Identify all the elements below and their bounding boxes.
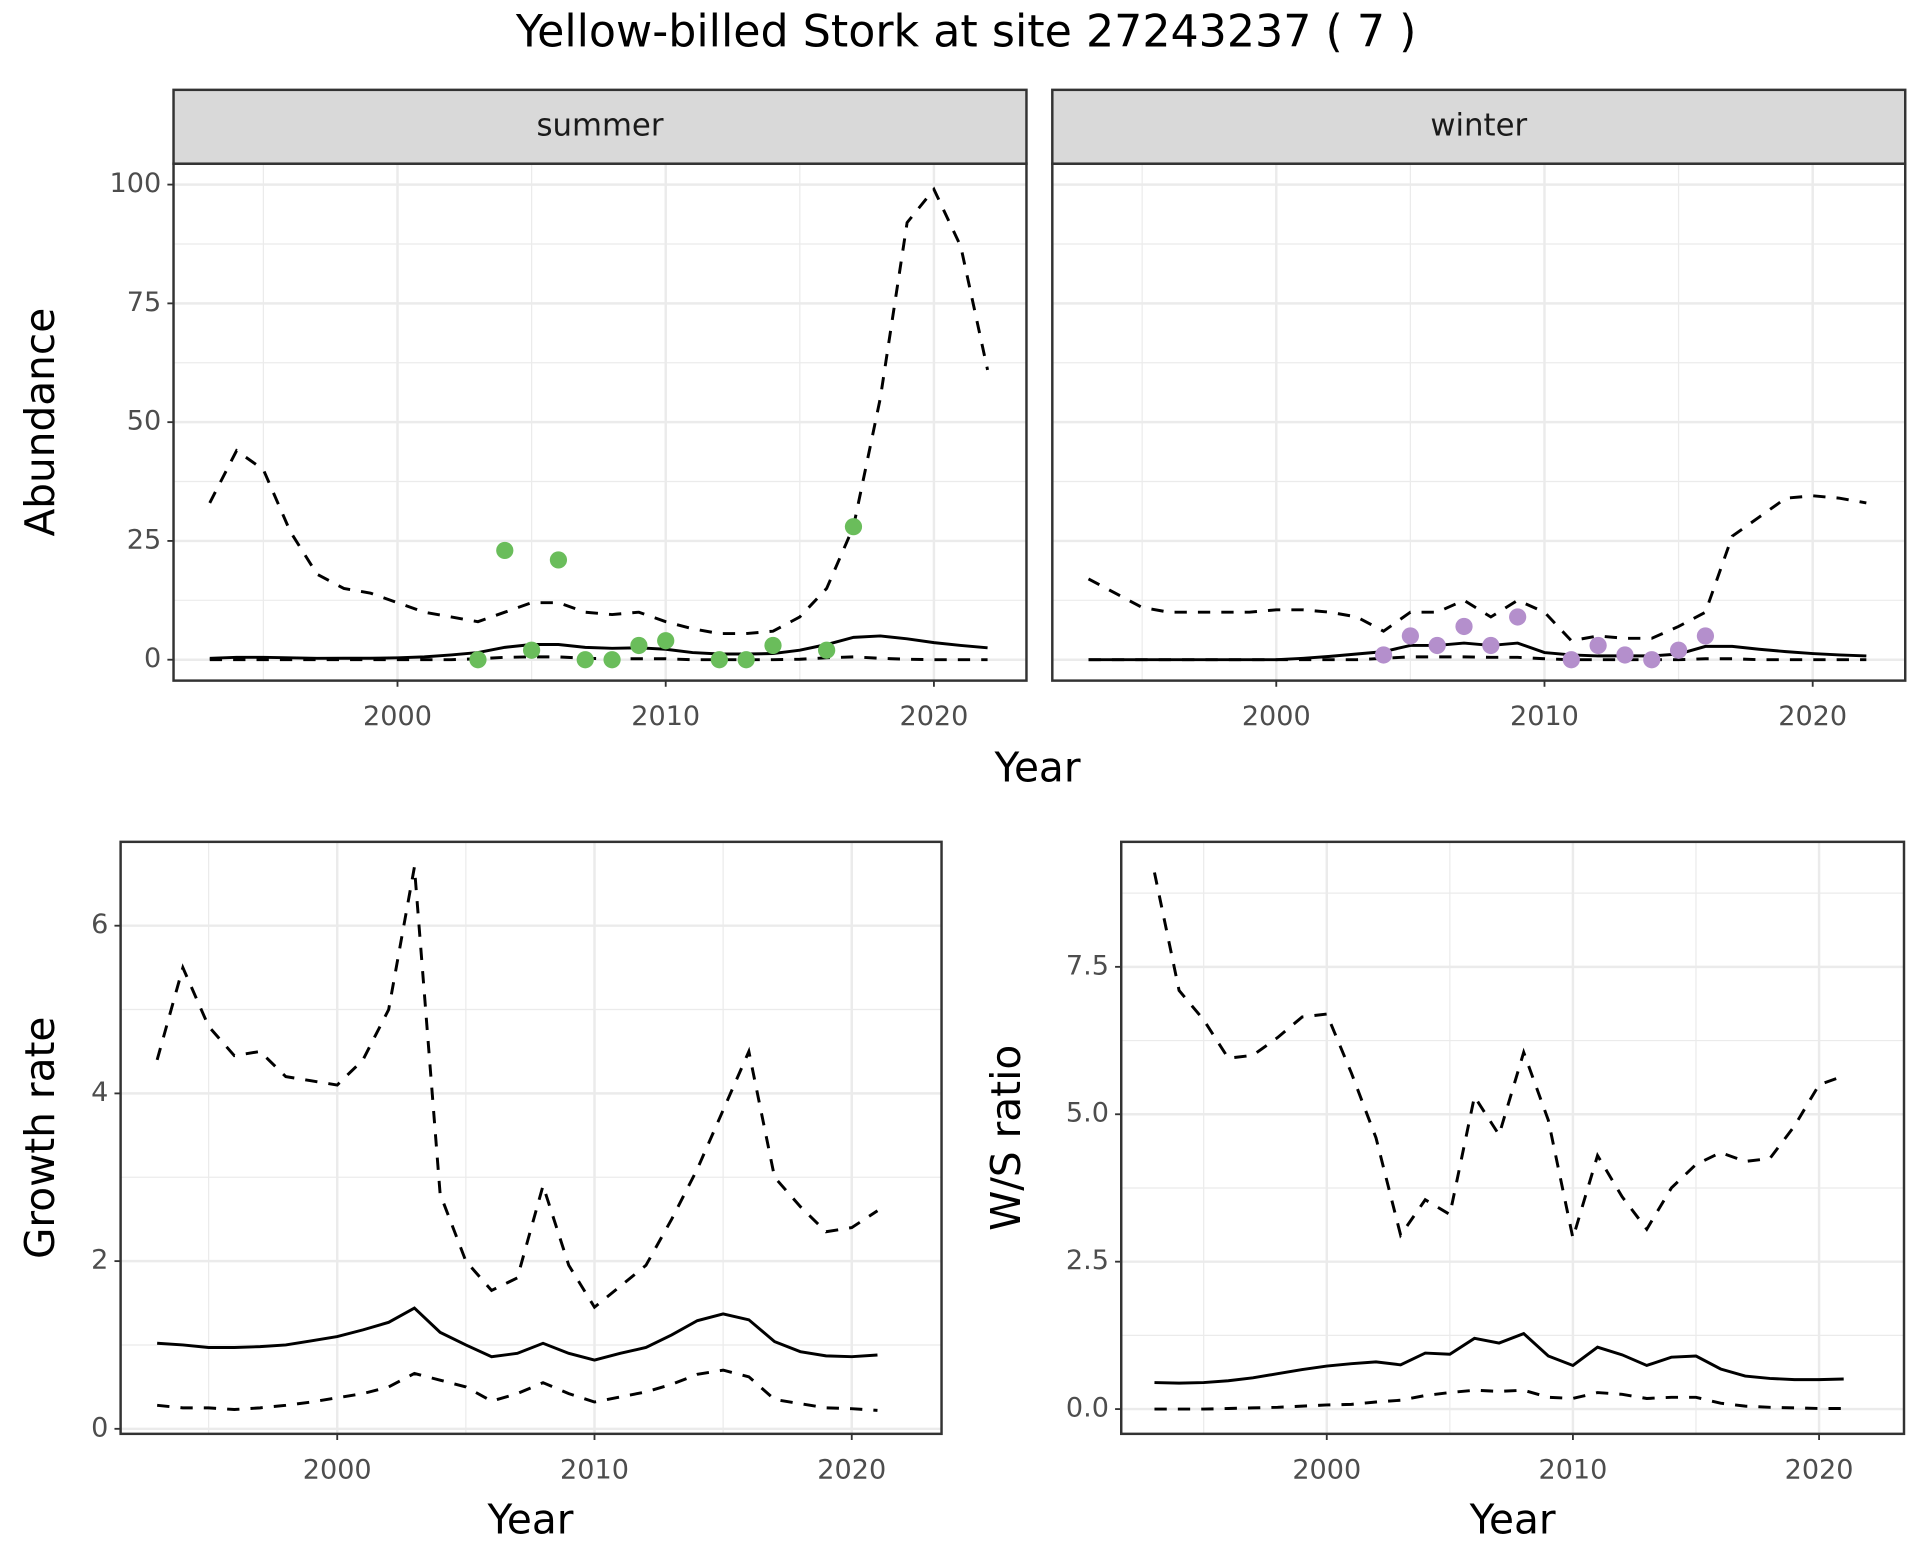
point xyxy=(1643,651,1661,669)
panel: 2000 2010 2020 0 2 4 6 Year Growth rate xyxy=(16,840,943,1543)
line xyxy=(1153,872,1845,1239)
y-axis-label: W/S ratio xyxy=(982,1045,1030,1231)
facet-strip xyxy=(172,88,1028,165)
y-axis-label: Growth rate xyxy=(16,1017,64,1259)
panel: 2000 2010 2020 0.0 2.5 5.0 7.5 Year W/S ratio xyxy=(982,840,1906,1543)
panel-border xyxy=(1120,840,1906,1436)
point xyxy=(818,641,836,659)
x-axis-label: Year xyxy=(486,1495,573,1543)
point xyxy=(549,551,568,569)
point xyxy=(1401,627,1419,645)
point xyxy=(1509,608,1527,626)
point xyxy=(496,541,514,560)
line xyxy=(209,634,988,660)
x-tick-label: 2010 xyxy=(1538,1454,1607,1485)
x-tick-label: 2020 xyxy=(1785,1454,1854,1485)
point xyxy=(1455,617,1473,636)
figure-title: Yellow-billed Stork at site 27243237 ( 7… xyxy=(515,6,1417,57)
facet-label: winter xyxy=(1430,107,1527,143)
y-tick-label: 6 xyxy=(91,909,108,940)
panel-border xyxy=(119,840,943,1436)
point xyxy=(1696,627,1715,645)
x-tick-label: 2010 xyxy=(631,701,700,732)
x-axis-label: Year xyxy=(994,743,1081,791)
point xyxy=(469,651,487,669)
y-tick-label: 50 xyxy=(127,406,161,437)
y-tick-label: 2.5 xyxy=(1066,1245,1109,1276)
x-tick-label: 2020 xyxy=(899,701,968,732)
point xyxy=(522,641,541,659)
line xyxy=(1087,494,1867,643)
y-tick-label: 0 xyxy=(91,1412,108,1443)
y-tick-label: 100 xyxy=(110,168,162,199)
line xyxy=(157,1306,878,1362)
point xyxy=(1616,646,1634,664)
y-tick-label: 0 xyxy=(144,643,161,674)
x-axis-label: Year xyxy=(1469,1495,1556,1543)
line xyxy=(1088,641,1867,662)
y-tick-label: 2 xyxy=(91,1245,108,1276)
point xyxy=(1589,636,1607,655)
x-tick-label: 2000 xyxy=(1292,1454,1361,1485)
point xyxy=(576,651,594,669)
line xyxy=(155,866,879,1310)
point xyxy=(764,636,782,655)
y-tick-label: 0.0 xyxy=(1066,1393,1109,1424)
point xyxy=(630,636,648,655)
y-tick-label: 25 xyxy=(127,524,161,555)
line xyxy=(1154,1331,1844,1385)
facet-label: summer xyxy=(537,107,664,143)
y-tick-label: 7.5 xyxy=(1066,950,1109,981)
x-tick-label: 2000 xyxy=(363,701,432,732)
point xyxy=(603,651,621,669)
panel: 2000 2010 2020 winter xyxy=(1051,88,1907,732)
point xyxy=(1428,636,1446,655)
line xyxy=(208,186,990,636)
x-tick-label: 2020 xyxy=(1778,701,1847,732)
line xyxy=(157,1368,878,1412)
y-tick-label: 4 xyxy=(91,1077,108,1108)
panel: 2000 2010 2020 0 25 50 75 100 summer Year Abundanc… xyxy=(16,88,1081,791)
x-tick-label: 2010 xyxy=(560,1454,629,1485)
point xyxy=(844,518,863,536)
point xyxy=(1669,641,1688,659)
y-tick-label: 75 xyxy=(127,287,161,318)
point xyxy=(1482,636,1500,655)
x-tick-label: 2000 xyxy=(303,1454,372,1485)
x-tick-label: 2010 xyxy=(1510,701,1579,732)
x-tick-label: 2000 xyxy=(1242,701,1311,732)
panel-background xyxy=(120,841,942,1434)
y-axis-label: Abundance xyxy=(16,308,64,537)
facet-strip xyxy=(1051,88,1907,165)
point xyxy=(737,651,755,669)
y-tick-label: 5.0 xyxy=(1066,1098,1109,1129)
x-tick-label: 2020 xyxy=(817,1454,886,1485)
point xyxy=(657,632,675,650)
point xyxy=(1374,646,1393,664)
point xyxy=(1562,651,1580,669)
point xyxy=(710,651,728,669)
